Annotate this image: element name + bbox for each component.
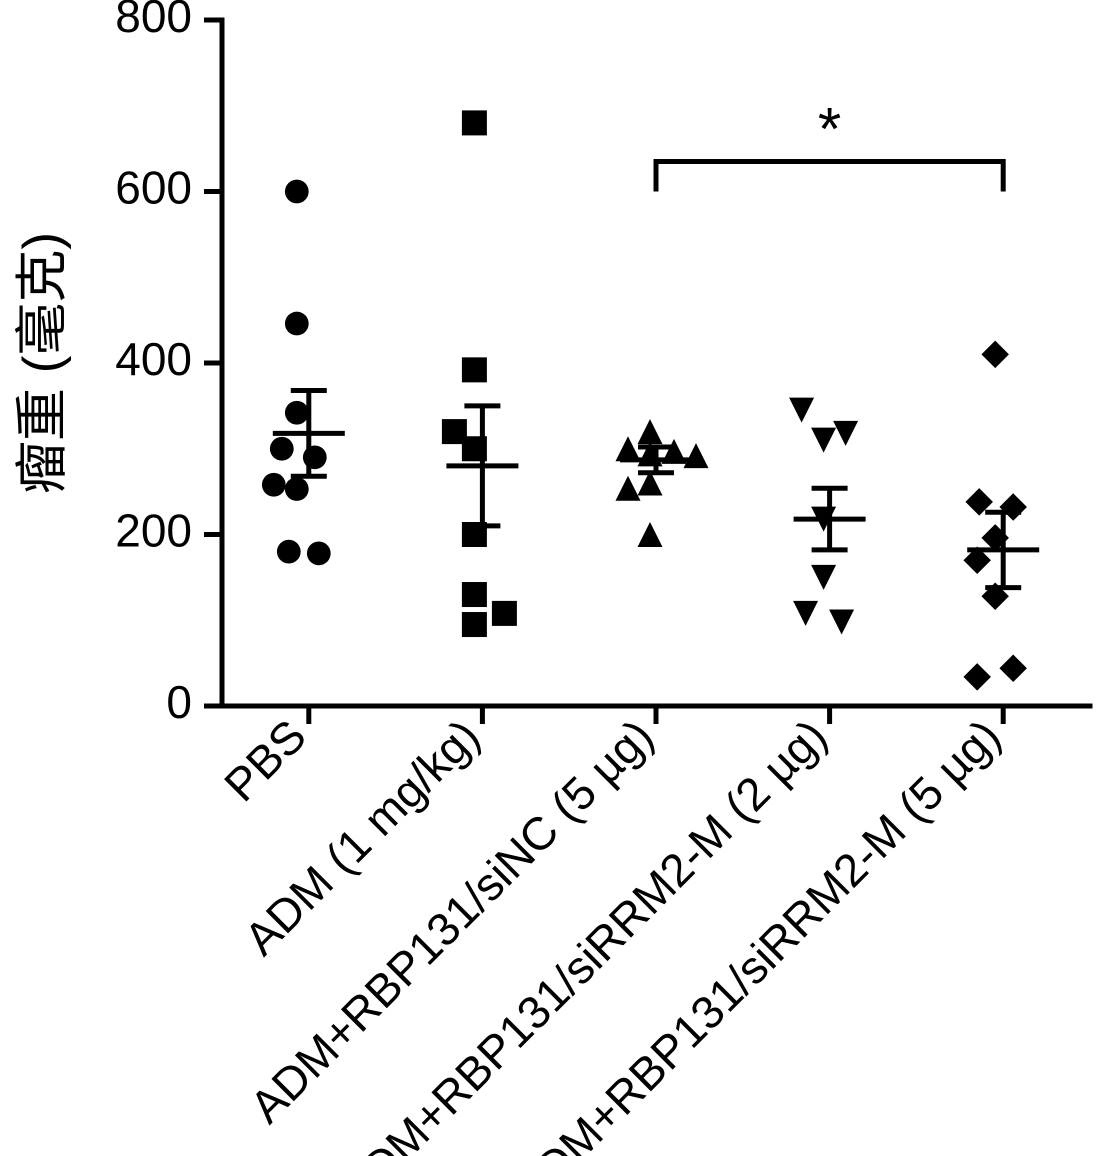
group [789, 398, 866, 635]
y-tick-label: 800 [115, 0, 192, 42]
data-point [492, 601, 517, 626]
group [963, 341, 1039, 691]
data-point [789, 398, 814, 423]
y-tick-label: 600 [115, 162, 192, 214]
group [616, 419, 709, 547]
data-point [811, 565, 836, 590]
axes [222, 20, 1090, 706]
chart-container: 0200400600800瘤重 (毫克)PBSADM (1 mg/kg)ADM+… [0, 0, 1114, 1156]
data-point [963, 663, 991, 691]
data-point [462, 582, 487, 607]
y-tick-label: 200 [115, 505, 192, 557]
y-tick-label: 0 [166, 676, 192, 728]
data-point [462, 110, 487, 135]
data-point [999, 655, 1026, 683]
data-point [285, 312, 309, 336]
data-point [833, 421, 858, 446]
data-point [307, 541, 331, 565]
data-point [462, 357, 487, 382]
data-point [684, 443, 709, 468]
data-point [981, 341, 1009, 369]
data-point [285, 180, 309, 204]
data-point [811, 428, 836, 453]
data-point [662, 439, 687, 464]
scatter-chart: 0200400600800瘤重 (毫克)PBSADM (1 mg/kg)ADM+… [0, 0, 1114, 1156]
data-point [462, 436, 487, 461]
group [262, 180, 345, 566]
data-point [638, 522, 663, 547]
significance-label: * [818, 95, 841, 162]
y-axis-title: 瘤重 (毫克) [13, 232, 72, 494]
data-point [638, 419, 663, 444]
data-point [829, 609, 854, 634]
data-point [462, 612, 487, 637]
x-category-label: PBS [214, 709, 316, 811]
data-point [793, 601, 818, 626]
data-point [616, 436, 641, 461]
data-point [270, 437, 294, 461]
data-point [462, 522, 487, 547]
data-point [285, 401, 309, 425]
data-point [285, 477, 309, 501]
group [442, 110, 519, 637]
significance-bracket [656, 161, 1003, 191]
data-point [262, 473, 286, 497]
data-point [616, 476, 641, 501]
data-point [277, 540, 301, 564]
y-tick-label: 400 [115, 333, 192, 385]
data-point [303, 445, 327, 469]
